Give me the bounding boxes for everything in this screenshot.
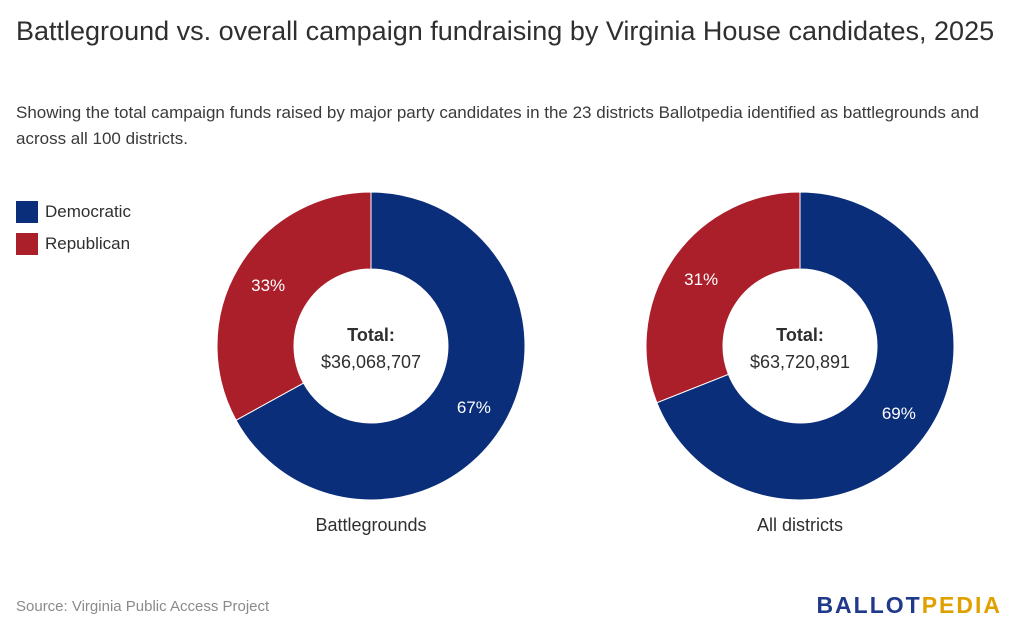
source-note: Source: Virginia Public Access Project bbox=[16, 598, 270, 615]
legend-swatch-republican bbox=[16, 233, 38, 255]
logo-part-ballot: BALLOT bbox=[816, 592, 922, 618]
chart-label-1: All districts bbox=[757, 515, 843, 535]
slice-label-republican-0: 33% bbox=[251, 276, 285, 295]
center-value-1: $63,720,891 bbox=[750, 352, 850, 372]
chart-title: Battleground vs. overall campaign fundra… bbox=[16, 16, 995, 46]
legend-label-democratic: Democratic bbox=[45, 202, 131, 221]
ballotpedia-logo: BALLOTPEDIA bbox=[816, 592, 1002, 619]
legend-swatch-democratic bbox=[16, 201, 38, 223]
slice-label-democratic-1: 69% bbox=[882, 404, 916, 423]
legend-item-democratic: Democratic bbox=[16, 200, 131, 224]
center-heading-1: Total: bbox=[776, 325, 824, 345]
slice-label-democratic-0: 67% bbox=[457, 398, 491, 417]
chart-label-0: Battlegrounds bbox=[315, 515, 426, 535]
center-heading-0: Total: bbox=[347, 325, 395, 345]
slice-republican-1 bbox=[645, 191, 801, 404]
legend-label-republican: Republican bbox=[45, 234, 131, 253]
center-value-0: $36,068,707 bbox=[321, 352, 421, 372]
slice-democratic-1 bbox=[656, 191, 955, 501]
slice-democratic-0 bbox=[235, 191, 526, 501]
legend-item-republican: Republican bbox=[16, 232, 131, 256]
slice-label-republican-1: 31% bbox=[684, 270, 718, 289]
slice-republican-0 bbox=[216, 191, 372, 421]
legend: Democratic Republican bbox=[16, 200, 131, 264]
chart-subtitle: Showing the total campaign funds raised … bbox=[16, 103, 979, 148]
logo-part-pedia: PEDIA bbox=[921, 592, 1002, 618]
